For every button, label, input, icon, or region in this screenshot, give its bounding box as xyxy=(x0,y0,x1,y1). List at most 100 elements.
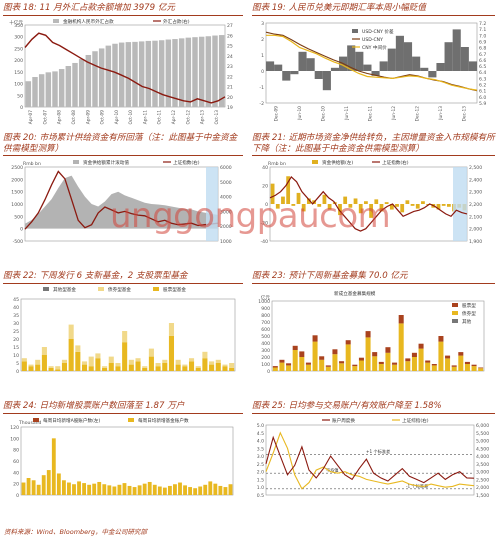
legend-label: 每周日均新增A股账户数(左) xyxy=(43,417,100,424)
legend-label: 其他型基金 xyxy=(53,286,76,293)
bar xyxy=(125,42,132,107)
panel-title: 图表 25: 日均参与交易账户/有效账户降至 1.58% xyxy=(252,401,442,411)
bar-bond xyxy=(339,361,345,364)
bar-stock xyxy=(372,356,378,371)
y-tick-label: 20 xyxy=(262,184,268,190)
accounts-bar xyxy=(193,488,198,495)
bar-bond xyxy=(431,364,437,366)
y-tick-label: 10 xyxy=(13,353,19,359)
accounts-bar xyxy=(107,485,112,495)
bar-bond xyxy=(35,359,41,365)
y-tick-label: -500 xyxy=(13,239,24,245)
annotation-label: 平均值 xyxy=(326,467,339,474)
spread-bar xyxy=(428,71,437,78)
supply-bar xyxy=(317,204,322,207)
legend-swatch xyxy=(43,287,49,291)
y-tick-label: 120 xyxy=(10,425,19,431)
bar-bond xyxy=(365,331,371,338)
supply-bar xyxy=(270,183,275,204)
y-tick-label: 6.9 xyxy=(479,39,486,45)
bar-stock xyxy=(445,358,451,371)
bar-stock xyxy=(458,355,464,371)
x-tick-label: Oct-08 xyxy=(71,110,77,125)
bar-stock xyxy=(48,367,54,371)
supply-bar xyxy=(343,196,348,204)
bar-stock xyxy=(55,369,61,371)
y-tick-label: 2,300 xyxy=(469,190,482,196)
bar-stock xyxy=(378,364,384,371)
y-axis-title: 十亿元 xyxy=(9,19,23,26)
supply-bar xyxy=(441,204,446,206)
spread-bar xyxy=(290,71,299,75)
accounts-bar xyxy=(21,482,26,495)
bar xyxy=(218,35,225,107)
bar-bond xyxy=(438,336,444,342)
plot-frame xyxy=(271,300,485,372)
bar-stock xyxy=(188,361,195,371)
bar-bond xyxy=(122,331,128,343)
bar-bond xyxy=(372,352,378,357)
bar xyxy=(98,48,105,107)
y-tick-label: 5 xyxy=(16,361,19,367)
bar-stock xyxy=(155,366,161,371)
legend-label: 账户周度换 xyxy=(332,417,355,424)
accounts-bar xyxy=(203,484,208,495)
bar-stock xyxy=(148,356,154,371)
y-tick-label: 500 xyxy=(14,214,23,220)
y-tick-label: -1 xyxy=(259,85,264,91)
bar-stock xyxy=(215,363,221,371)
spread-bar xyxy=(330,67,340,71)
panel-rmb-exchange: 图表 19: 人民币兑美元即期汇率本周小幅贬值 5.9 6.0 6.1 6.2 6.3 6… xyxy=(252,3,495,131)
y-tick-label: 2 xyxy=(261,37,264,43)
y-tick-label: 200 xyxy=(14,58,23,64)
bar xyxy=(78,58,85,107)
bar-bond xyxy=(425,360,431,363)
chart-fund-supply-net: Rmb bn -40 -20 0 20 40 1,900 2,000 2,100 2,200 2,3… xyxy=(260,159,482,245)
y-tick-label: 3,500 xyxy=(476,462,489,468)
bar-stock xyxy=(115,366,121,371)
legend-label: 资金供给额累计滚动值 xyxy=(83,159,129,166)
legend-label: USD-CNY 价差 xyxy=(362,28,394,35)
y-axis-title: Thousand xyxy=(18,420,42,426)
bar-bond xyxy=(102,366,108,368)
bar-stock xyxy=(438,341,444,371)
y-tick-label: 0 xyxy=(267,369,270,375)
plot-frame xyxy=(24,24,226,108)
bar-stock xyxy=(312,341,318,371)
accounts-bar xyxy=(97,481,102,495)
y-tick-label: 5.9 xyxy=(479,101,486,107)
y-tick-label: 23 xyxy=(227,64,233,70)
y-tick-label: 30 xyxy=(13,321,19,327)
bar xyxy=(105,45,112,107)
accounts-bar xyxy=(46,470,51,495)
y-tick-label: 24 xyxy=(227,54,233,60)
bar-stock xyxy=(411,357,417,371)
y-tick-label: 800 xyxy=(261,313,270,319)
panel-title: 图表 22: 下周发行 6 支新基金，2 支股票型基金 xyxy=(3,271,188,281)
bar-stock xyxy=(332,354,338,371)
bar-stock xyxy=(168,335,175,371)
supply-bar xyxy=(327,204,332,210)
x-tick-label: Oct-13 xyxy=(214,110,220,125)
y-tick-label: 7.1 xyxy=(479,27,486,33)
title-rule xyxy=(3,15,243,16)
legend-label: 债券型 xyxy=(462,310,476,317)
spread-bar xyxy=(395,35,404,71)
bar xyxy=(65,66,72,107)
bar-bond xyxy=(108,356,114,363)
bar-stock xyxy=(405,361,411,371)
ratio-line xyxy=(265,435,475,484)
accounts-bar xyxy=(162,487,167,495)
bar-bond xyxy=(95,353,101,359)
y-tick-label: 150 xyxy=(14,70,23,76)
bar-stock xyxy=(142,367,148,371)
bar xyxy=(172,39,178,107)
accounts-bar xyxy=(218,485,223,495)
y-tick-label: 5,000 xyxy=(476,439,489,445)
bar-stock xyxy=(478,368,484,371)
highlight-band xyxy=(453,167,467,241)
bar-stock xyxy=(471,366,477,371)
y-tick-label: 3.5 xyxy=(257,446,264,452)
bar-stock xyxy=(61,363,68,371)
accounts-bar xyxy=(41,475,46,495)
